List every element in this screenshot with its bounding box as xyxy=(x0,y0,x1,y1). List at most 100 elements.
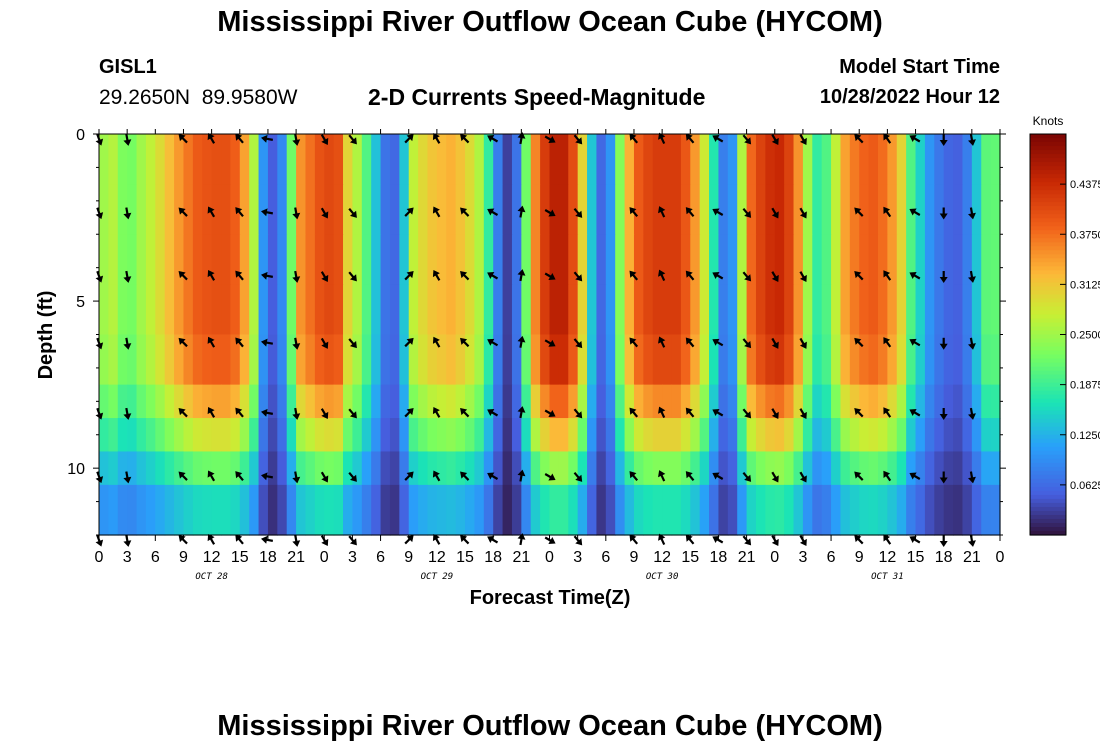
heatmap-cell xyxy=(868,134,879,185)
heatmap-cell xyxy=(549,451,560,486)
heatmap-cell xyxy=(277,384,288,419)
heatmap-cell xyxy=(371,484,382,536)
current-arrow xyxy=(685,471,695,482)
current-arrow xyxy=(432,132,441,144)
heatmap-cell xyxy=(934,418,945,453)
heatmap-cell xyxy=(389,334,400,386)
heatmap-cell xyxy=(418,284,429,336)
heatmap-cell xyxy=(502,184,513,235)
heatmap-cell xyxy=(174,384,185,419)
heatmap-cell xyxy=(680,134,691,185)
x-tick-label: 21 xyxy=(963,549,981,566)
colorbar-swatch xyxy=(1030,526,1066,532)
heatmap-cell xyxy=(324,284,335,336)
current-arrow xyxy=(460,471,470,481)
x-tick-label: 21 xyxy=(512,549,530,566)
heatmap-cell xyxy=(558,384,569,419)
heatmap-cell xyxy=(868,284,879,336)
heatmap-cell xyxy=(267,334,278,386)
heatmap-cell xyxy=(511,334,522,386)
current-arrow xyxy=(517,132,526,145)
heatmap-cell xyxy=(343,451,354,486)
heatmap-cell xyxy=(136,484,147,536)
heatmap-cell xyxy=(896,134,907,185)
colorbar-swatch xyxy=(1030,266,1066,271)
colorbar-swatch xyxy=(1030,518,1066,524)
current-arrow xyxy=(178,471,188,481)
current-arrow xyxy=(771,337,779,349)
heatmap-cell xyxy=(718,484,729,536)
heatmap-cell xyxy=(774,184,785,235)
colorbar-swatch xyxy=(1030,490,1066,496)
heatmap-cell xyxy=(324,484,335,536)
heatmap-cell xyxy=(540,384,551,419)
heatmap-cell xyxy=(652,384,663,419)
current-arrow xyxy=(404,271,414,281)
current-arrow xyxy=(854,207,864,217)
heatmap-cell xyxy=(192,334,203,386)
heatmap-cell xyxy=(831,134,842,185)
heatmap-cell xyxy=(727,484,738,536)
heatmap-cell xyxy=(155,418,166,453)
current-arrow xyxy=(629,133,639,144)
heatmap-cell xyxy=(633,334,644,386)
heatmap-cell xyxy=(474,284,485,336)
colorbar-swatch xyxy=(1030,314,1066,320)
heatmap-cell xyxy=(427,484,438,536)
heatmap-cell xyxy=(587,418,598,453)
heatmap-cell xyxy=(868,384,879,419)
heatmap-cell xyxy=(145,234,156,285)
heatmap-cell xyxy=(859,234,870,285)
heatmap-cell xyxy=(680,184,691,235)
heatmap-cell xyxy=(906,484,917,536)
heatmap-cell xyxy=(99,234,109,285)
current-arrow xyxy=(658,406,666,418)
heatmap-cell xyxy=(793,234,804,285)
heatmap-cell xyxy=(540,184,551,235)
heatmap-cell xyxy=(906,284,917,336)
heatmap-cell xyxy=(145,418,156,453)
heatmap-cell xyxy=(502,334,513,386)
colorbar-swatch xyxy=(1030,298,1066,304)
heatmap-cell xyxy=(699,451,710,486)
x-tick-label: 0 xyxy=(770,549,779,566)
current-arrow xyxy=(320,207,329,219)
heatmap-cell xyxy=(127,451,138,486)
heatmap-cell xyxy=(483,484,494,536)
heatmap-cell xyxy=(286,284,297,336)
colorbar-swatch xyxy=(1030,142,1066,147)
x-tick-label: 3 xyxy=(798,549,807,566)
current-arrow xyxy=(712,409,724,417)
current-arrow xyxy=(235,133,244,144)
colorbar-swatch xyxy=(1030,514,1066,520)
heatmap-cell xyxy=(371,418,382,453)
heatmap-cell xyxy=(277,134,288,185)
colorbar-swatch xyxy=(1030,426,1066,432)
current-arrow xyxy=(939,337,948,350)
heatmap-cell xyxy=(108,334,119,386)
heatmap-cell xyxy=(859,384,870,419)
heatmap-cell xyxy=(361,334,372,386)
current-arrow xyxy=(799,337,807,349)
heatmap-cell xyxy=(174,234,185,285)
heatmap-cell xyxy=(249,134,260,185)
heatmap-cell xyxy=(483,451,494,486)
heatmap-cell xyxy=(352,234,363,285)
heatmap-cell xyxy=(793,134,804,185)
current-arrow xyxy=(771,535,779,547)
heatmap-cell xyxy=(333,134,344,185)
x-tick-label: 0 xyxy=(996,549,1005,566)
heatmap-cell xyxy=(859,418,870,453)
heatmap-cell xyxy=(633,418,644,453)
heatmap-cell xyxy=(361,284,372,336)
heatmap-cell xyxy=(155,451,166,486)
colorbar-swatch xyxy=(1030,366,1066,372)
heatmap-cell xyxy=(924,134,935,185)
current-arrow xyxy=(573,408,583,419)
heatmap-cell xyxy=(521,284,532,336)
heatmap-cell xyxy=(296,418,307,453)
heatmap-cell xyxy=(389,184,400,235)
heatmap-cell xyxy=(474,484,485,536)
heatmap-cell xyxy=(877,184,888,235)
heatmap-cell xyxy=(483,284,494,336)
